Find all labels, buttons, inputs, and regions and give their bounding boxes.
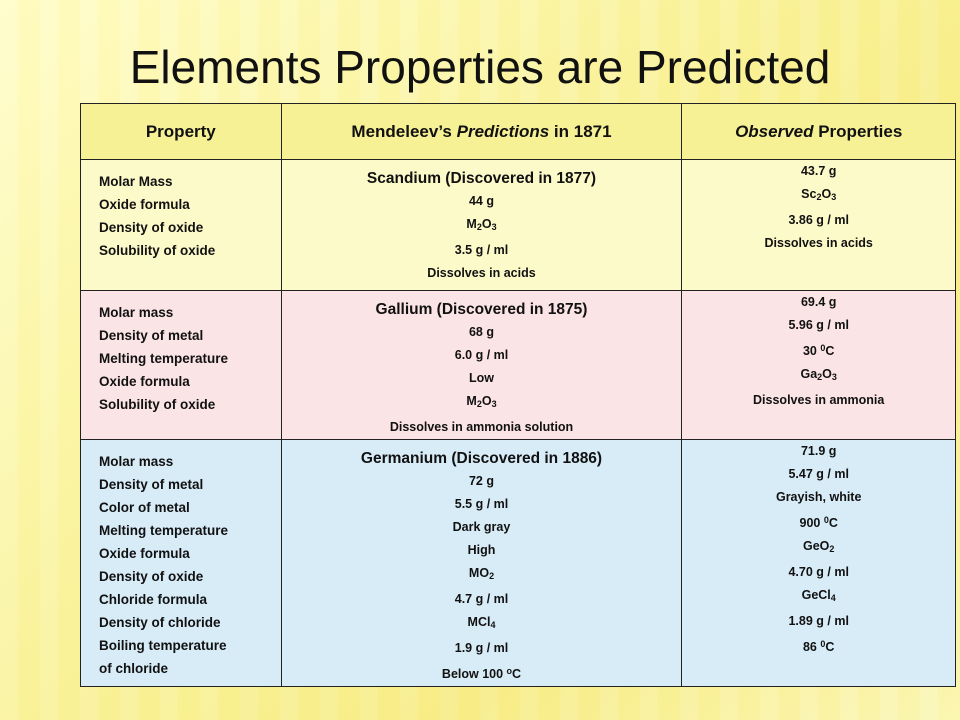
observed-value: Sc2O3 <box>801 187 837 202</box>
property-label: Melting temperature <box>99 523 229 538</box>
table-row-scandium: Molar Mass Oxide formula Density of oxid… <box>80 159 956 291</box>
predicted-value: Dissolves in ammonia solution <box>389 420 574 434</box>
property-label: Oxide formula <box>99 546 190 561</box>
observed-value: Grayish, white <box>775 490 862 504</box>
observed-value: 69.4 g <box>800 295 837 309</box>
predicted-value: 72 g <box>468 474 494 488</box>
observed-value: 5.47 g / ml <box>788 467 849 481</box>
observed-cell: 69.4 g 5.96 g / ml 30 0C Ga2O3 Dissolves… <box>681 290 956 440</box>
property-label: Molar mass <box>99 305 174 320</box>
observed-value: 900 0C <box>799 515 838 530</box>
property-label: Density of chloride <box>99 615 221 630</box>
table-row-gallium: Molar mass Density of metal Melting temp… <box>80 290 956 440</box>
table-row-germanium: Molar mass Density of metal Color of met… <box>80 439 956 687</box>
header-property: Property <box>80 103 282 160</box>
predicted-value: High <box>467 543 496 557</box>
property-label: Molar Mass <box>99 174 173 189</box>
predicted-value: 1.9 g / ml <box>454 641 509 655</box>
predicted-value: Dark gray <box>452 520 511 534</box>
predicted-value: 3.5 g / ml <box>454 243 509 257</box>
property-label: Oxide formula <box>99 197 190 212</box>
observed-value: 43.7 g <box>800 164 837 178</box>
predicted-value: 6.0 g / ml <box>454 348 509 362</box>
prediction-cell: Scandium (Discovered in 1877) 44 g M2O3 … <box>280 159 683 291</box>
element-name: Germanium (Discovered in 1886) <box>360 450 603 467</box>
observed-value: 86 0C <box>802 639 835 654</box>
predicted-value: 4.7 g / ml <box>454 592 509 606</box>
observed-value: 71.9 g <box>800 444 837 458</box>
slide-title: Elements Properties are Predicted <box>129 41 831 93</box>
observed-value: 3.86 g / ml <box>788 213 849 227</box>
property-label: Solubility of oxide <box>99 397 216 412</box>
property-cell: Molar mass Density of metal Color of met… <box>80 439 282 687</box>
predicted-value: M2O3 <box>466 394 497 409</box>
predicted-value: M2O3 <box>466 217 497 232</box>
observed-value: Ga2O3 <box>800 367 837 382</box>
observed-value: 1.89 g / ml <box>788 614 849 628</box>
observed-value: GeO2 <box>802 539 835 554</box>
predicted-value: MO2 <box>468 566 495 581</box>
properties-table: Property Mendeleev’s Predictions in 1871… <box>80 103 956 687</box>
property-label: Density of metal <box>99 328 204 343</box>
predicted-value: 5.5 g / ml <box>454 497 509 511</box>
table-header-row: Property Mendeleev’s Predictions in 1871… <box>80 103 956 160</box>
property-cell: Molar mass Density of metal Melting temp… <box>80 290 282 440</box>
property-label: Density of metal <box>99 477 204 492</box>
header-predictions: Mendeleev’s Predictions in 1871 <box>280 103 683 160</box>
observed-value: Dissolves in ammonia <box>753 393 885 407</box>
predicted-value: MCl4 <box>467 615 496 630</box>
prediction-cell: Germanium (Discovered in 1886) 72 g 5.5 … <box>280 439 683 687</box>
property-label: Density of oxide <box>99 569 204 584</box>
property-label: Color of metal <box>99 500 190 515</box>
property-cell: Molar Mass Oxide formula Density of oxid… <box>80 159 282 291</box>
prediction-cell: Gallium (Discovered in 1875) 68 g 6.0 g … <box>280 290 683 440</box>
property-label: Molar mass <box>99 454 174 469</box>
observed-value: 5.96 g / ml <box>788 318 849 332</box>
predicted-value: 68 g <box>468 325 494 339</box>
property-label: Melting temperature <box>99 351 229 366</box>
property-label: Density of oxide <box>99 220 204 235</box>
observed-cell: 71.9 g 5.47 g / ml Grayish, white 900 0C… <box>681 439 956 687</box>
predicted-value: Low <box>469 371 494 385</box>
property-label: Oxide formula <box>99 374 190 389</box>
observed-value: GeCl4 <box>801 588 836 603</box>
predicted-value: Dissolves in acids <box>427 266 536 280</box>
observed-value: 30 0C <box>802 343 835 358</box>
observed-value: 4.70 g / ml <box>788 565 849 579</box>
property-label: Solubility of oxide <box>99 243 216 258</box>
predicted-value: Below 100 oC <box>441 666 522 681</box>
element-name: Scandium (Discovered in 1877) <box>366 170 597 187</box>
element-name: Gallium (Discovered in 1875) <box>375 301 588 318</box>
property-label: Chloride formula <box>99 592 208 607</box>
property-label: Boiling temperature <box>99 638 227 653</box>
observed-cell: 43.7 g Sc2O3 3.86 g / ml Dissolves in ac… <box>681 159 956 291</box>
predicted-value: 44 g <box>468 194 494 208</box>
observed-value: Dissolves in acids <box>764 236 873 250</box>
property-label: of chloride <box>99 661 169 676</box>
header-observed: Observed Properties <box>681 103 956 160</box>
